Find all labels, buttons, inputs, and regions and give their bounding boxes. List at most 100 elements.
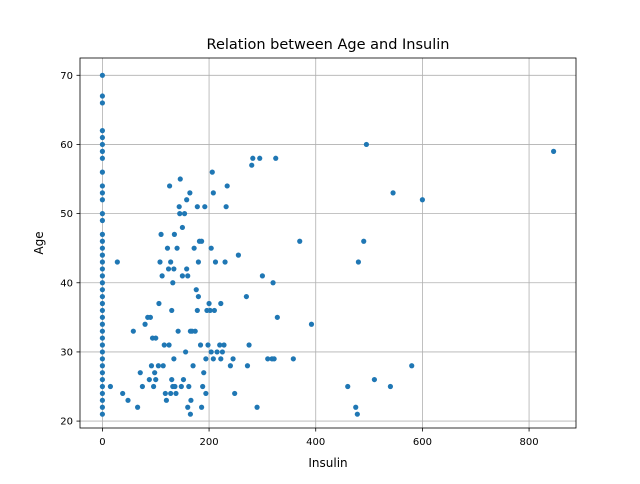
data-point xyxy=(99,231,105,237)
data-point xyxy=(214,349,220,355)
data-point xyxy=(249,162,255,168)
data-point xyxy=(148,363,155,369)
data-point xyxy=(99,376,105,383)
data-point xyxy=(99,93,105,99)
grid-layer xyxy=(80,58,576,428)
data-point xyxy=(230,356,236,362)
data-point xyxy=(139,383,145,390)
data-point xyxy=(184,197,190,203)
data-point xyxy=(235,252,241,258)
data-point xyxy=(297,238,303,244)
data-point xyxy=(223,204,229,210)
data-point xyxy=(361,238,367,244)
data-point xyxy=(246,342,252,348)
data-point xyxy=(167,183,173,189)
data-point xyxy=(257,155,263,161)
data-point xyxy=(203,390,209,397)
data-point xyxy=(232,390,238,397)
data-point xyxy=(219,349,225,355)
data-point xyxy=(345,383,351,390)
data-point xyxy=(211,307,217,314)
data-point xyxy=(161,342,167,348)
data-point xyxy=(371,376,377,383)
data-point xyxy=(99,273,105,279)
data-point xyxy=(99,238,105,244)
data-point xyxy=(387,383,393,390)
data-point xyxy=(160,363,166,369)
data-point xyxy=(197,342,204,348)
data-point xyxy=(99,397,105,403)
data-point xyxy=(99,335,105,341)
data-point xyxy=(208,245,214,251)
data-point xyxy=(169,376,175,383)
y-tick-label: 20 xyxy=(60,417,73,428)
data-point xyxy=(156,300,162,307)
data-point xyxy=(152,370,158,376)
data-point xyxy=(165,266,172,272)
x-tick-label: 0 xyxy=(99,437,105,448)
y-axis-label: Age xyxy=(32,231,46,254)
data-point xyxy=(188,397,194,403)
data-point xyxy=(180,376,187,383)
data-point xyxy=(135,404,141,410)
x-tick-label: 600 xyxy=(413,437,432,448)
data-point xyxy=(99,314,105,320)
data-point xyxy=(227,363,233,369)
data-point xyxy=(184,266,190,272)
data-point xyxy=(181,211,188,217)
data-point xyxy=(201,370,207,376)
data-point xyxy=(191,245,197,251)
data-point xyxy=(171,356,177,362)
data-point xyxy=(99,259,105,265)
data-point xyxy=(163,397,169,403)
data-point xyxy=(206,300,212,307)
points-layer xyxy=(99,72,557,417)
y-tick-label: 70 xyxy=(60,71,73,82)
data-point xyxy=(355,259,361,265)
data-point xyxy=(259,273,265,279)
chart-title: Relation between Age and Insulin xyxy=(207,37,450,53)
data-point xyxy=(179,273,185,279)
data-point xyxy=(177,211,183,217)
data-point xyxy=(270,280,276,286)
y-tick-label: 30 xyxy=(60,348,73,359)
data-point xyxy=(99,100,105,106)
data-point xyxy=(308,321,315,327)
data-point xyxy=(155,363,161,369)
data-point xyxy=(217,342,223,348)
data-point xyxy=(99,266,105,272)
data-point xyxy=(254,404,260,410)
y-tick-label: 40 xyxy=(60,278,73,289)
y-tick-label: 50 xyxy=(60,209,73,220)
data-point xyxy=(99,342,105,348)
data-point xyxy=(164,245,171,251)
data-point xyxy=(185,404,191,410)
data-point xyxy=(244,363,251,369)
data-point xyxy=(193,287,199,293)
data-point xyxy=(99,190,105,196)
data-point xyxy=(147,314,153,320)
data-point xyxy=(409,363,415,369)
data-point xyxy=(186,383,192,390)
data-point xyxy=(176,204,182,210)
data-point xyxy=(99,148,105,154)
data-point xyxy=(209,169,215,175)
data-point xyxy=(265,356,271,362)
data-point xyxy=(205,342,211,348)
data-point xyxy=(99,349,105,355)
data-point xyxy=(120,390,126,397)
data-point xyxy=(419,197,425,203)
data-point xyxy=(551,148,557,154)
data-point xyxy=(99,356,105,362)
data-point xyxy=(224,183,230,189)
data-point xyxy=(250,155,256,161)
data-point xyxy=(203,356,209,362)
data-point xyxy=(157,259,163,265)
data-point xyxy=(175,328,181,334)
data-point xyxy=(390,190,396,196)
data-point xyxy=(187,411,193,417)
x-axis-label: Insulin xyxy=(308,456,347,470)
data-point xyxy=(290,356,296,362)
data-point xyxy=(192,328,198,334)
